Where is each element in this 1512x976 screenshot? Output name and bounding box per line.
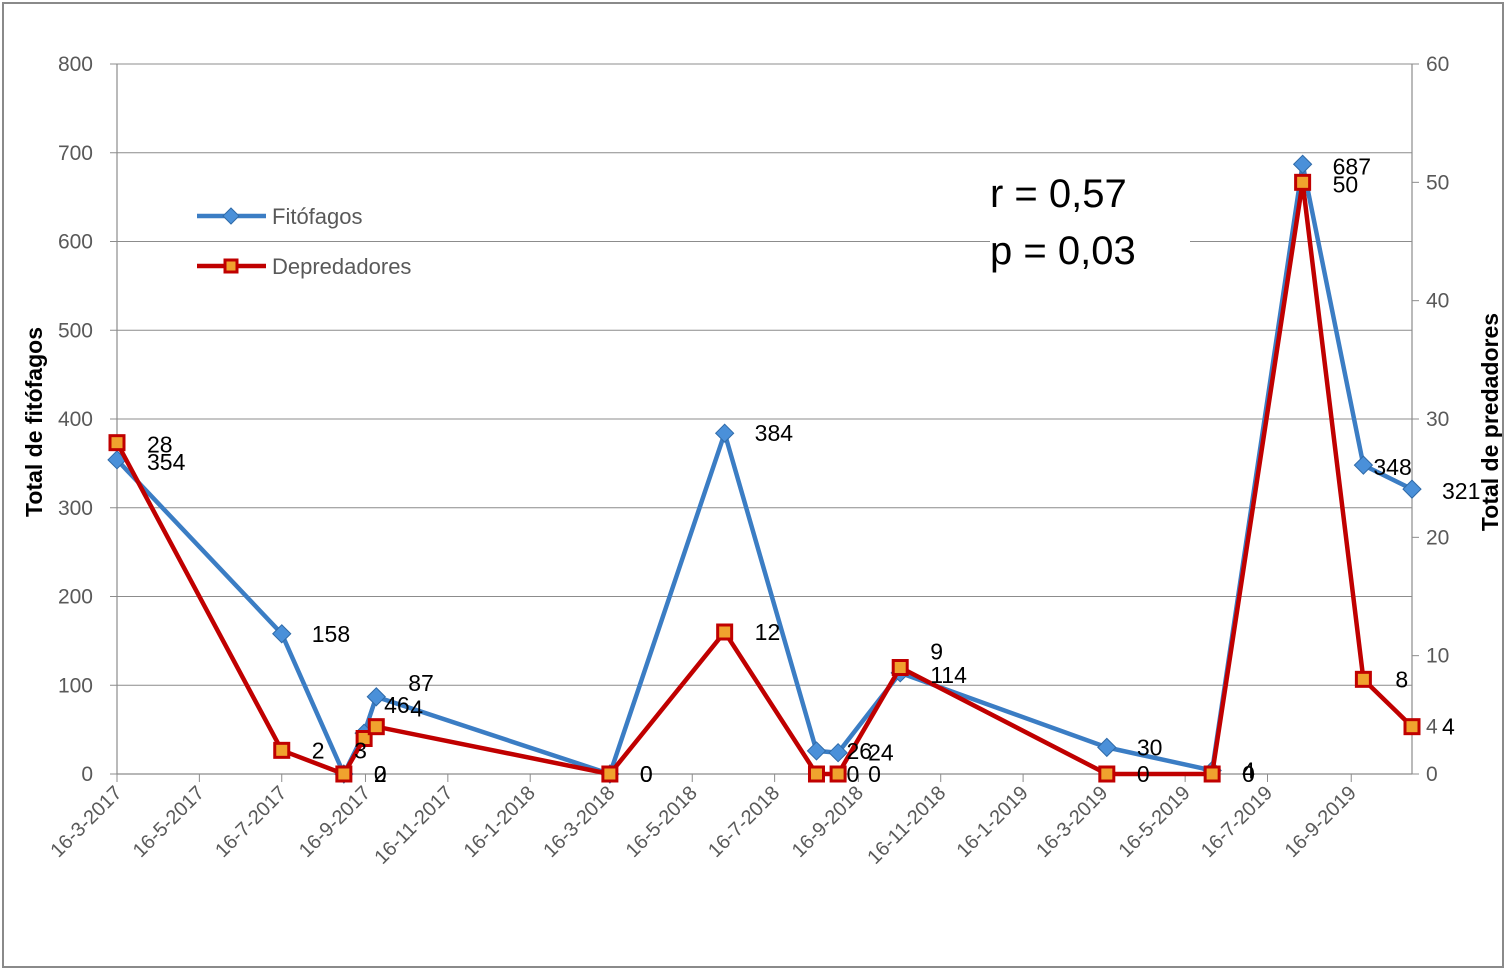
data-point-depredadores [891, 659, 909, 676]
x-tick-label: 16-1-2018 [460, 782, 540, 862]
x-tick-label: 16-11-2018 [863, 782, 950, 869]
x-tick-label: 16-9-2018 [788, 782, 868, 862]
y-left-tick-label: 300 [58, 497, 93, 520]
data-label-depredadores: 0 [1137, 761, 1150, 787]
y-right-tick-label: 4 [1426, 716, 1438, 739]
chart-canvas: 0100200300400500600700800041020304050601… [21, 53, 1502, 869]
data-label-fitofagos: 46 [384, 692, 410, 718]
y-right-tick-label: 60 [1426, 53, 1449, 76]
y-right-tick-label: 40 [1426, 290, 1449, 313]
y-left-tick-label: 600 [58, 231, 93, 254]
y-right-tick-label: 0 [1426, 763, 1438, 786]
data-label-depredadores: 3 [354, 738, 367, 764]
data-point-fitofagos [1097, 737, 1117, 758]
data-label-depredadores: 28 [147, 432, 173, 458]
y-right-tick-label: 30 [1426, 408, 1449, 431]
data-label-depredadores: 4 [1442, 714, 1455, 740]
x-tick-label: 16-3-2017 [46, 782, 126, 862]
data-label-depredadores: 8 [1395, 666, 1408, 692]
x-tick-label: 16-3-2019 [1032, 782, 1112, 862]
data-point-fitofagos [714, 423, 735, 443]
x-tick-label: 16-1-2019 [953, 782, 1033, 862]
y-left-tick-label: 700 [58, 142, 93, 165]
x-tick-label: 16-7-2017 [211, 782, 291, 862]
legend-label: Fitófagos [272, 204, 363, 229]
x-tick-label: 16-3-2018 [539, 782, 619, 862]
data-point-depredadores [335, 765, 353, 783]
data-label-fitofagos: 26 [846, 738, 872, 764]
data-label-fitofagos: 158 [312, 621, 350, 647]
data-label-fitofagos: 321 [1442, 478, 1480, 504]
data-label-fitofagos: 24 [868, 740, 894, 766]
data-point-depredadores [355, 730, 373, 747]
data-point-fitofagos [1292, 154, 1313, 174]
data-point-depredadores [108, 434, 126, 452]
x-tick-label: 16-9-2019 [1281, 782, 1361, 862]
data-point-depredadores [1403, 718, 1421, 736]
y-left-tick-label: 100 [58, 674, 93, 697]
y-right-tick-label: 20 [1426, 526, 1449, 549]
y-right-axis-title: Total de predadores [1477, 313, 1502, 531]
y-right-tick-label: 50 [1426, 171, 1449, 194]
data-label-depredadores: 2 [312, 737, 325, 763]
y-right-tick-label: 10 [1426, 645, 1449, 668]
data-label-depredadores: 0 [868, 761, 881, 787]
data-label-fitofagos: 384 [755, 420, 794, 446]
legend-marker-depredadores [223, 258, 239, 274]
x-tick-label: 16-7-2019 [1197, 782, 1277, 862]
data-label-depredadores: 0 [1242, 761, 1255, 787]
data-point-depredadores [829, 765, 847, 783]
x-tick-label: 16-5-2017 [129, 782, 209, 862]
y-left-tick-label: 800 [58, 53, 93, 76]
data-label-fitofagos: 354 [147, 449, 186, 475]
data-label-fitofagos: 348 [1373, 454, 1411, 480]
data-label-fitofagos: 87 [408, 670, 434, 696]
data-label-depredadores: 12 [755, 619, 781, 645]
legend-label: Depredadores [272, 254, 411, 279]
data-point-fitofagos [806, 741, 827, 761]
data-point-depredadores [807, 765, 825, 783]
data-label-fitofagos: 0 [640, 761, 653, 787]
data-label-fitofagos: 4 [1242, 757, 1255, 783]
x-tick-label: 16-9-2017 [295, 782, 375, 862]
data-label-depredadores: 50 [1333, 171, 1359, 197]
data-label-depredadores: 0 [374, 761, 387, 787]
y-left-tick-label: 400 [58, 408, 93, 431]
data-point-depredadores [273, 741, 291, 759]
data-label-fitofagos: 2 [374, 761, 387, 787]
y-left-tick-label: 200 [58, 586, 93, 609]
correlation-p-annotation: p = 0,03 [990, 229, 1136, 273]
data-label-depredadores: 0 [640, 761, 653, 787]
data-point-depredadores [1294, 173, 1312, 191]
data-point-depredadores [1098, 765, 1116, 783]
data-point-depredadores [367, 718, 385, 736]
data-label-depredadores: 0 [846, 761, 859, 787]
data-label-fitofagos: 114 [930, 662, 967, 688]
data-point-depredadores [601, 765, 619, 783]
data-point-fitofagos [1353, 455, 1374, 475]
y-left-tick-label: 0 [81, 763, 93, 786]
x-tick-label: 16-7-2018 [704, 782, 784, 862]
x-tick-label: 16-5-2019 [1115, 782, 1195, 862]
correlation-r-annotation: r = 0,57 [990, 172, 1127, 216]
data-point-fitofagos [1402, 479, 1422, 499]
x-tick-label: 16-5-2018 [622, 782, 702, 862]
data-point-fitofagos [272, 624, 292, 644]
data-label-depredadores: 9 [930, 639, 943, 665]
data-point-depredadores [1354, 670, 1372, 688]
data-point-fitofagos [366, 687, 386, 707]
data-label-fitofagos: 687 [1333, 153, 1371, 179]
x-tick-label: 16-11-2017 [371, 782, 458, 869]
data-point-depredadores [1203, 765, 1221, 783]
y-left-axis-title: Total de fitófagos [21, 327, 47, 517]
data-point-depredadores [716, 623, 734, 641]
data-label-depredadores: 4 [410, 696, 423, 722]
y-left-tick-label: 500 [58, 319, 93, 342]
legend-marker-fitofagos [222, 207, 240, 225]
annotation-box [990, 164, 1190, 286]
data-point-fitofagos [828, 742, 848, 763]
data-label-fitofagos: 30 [1137, 734, 1163, 760]
